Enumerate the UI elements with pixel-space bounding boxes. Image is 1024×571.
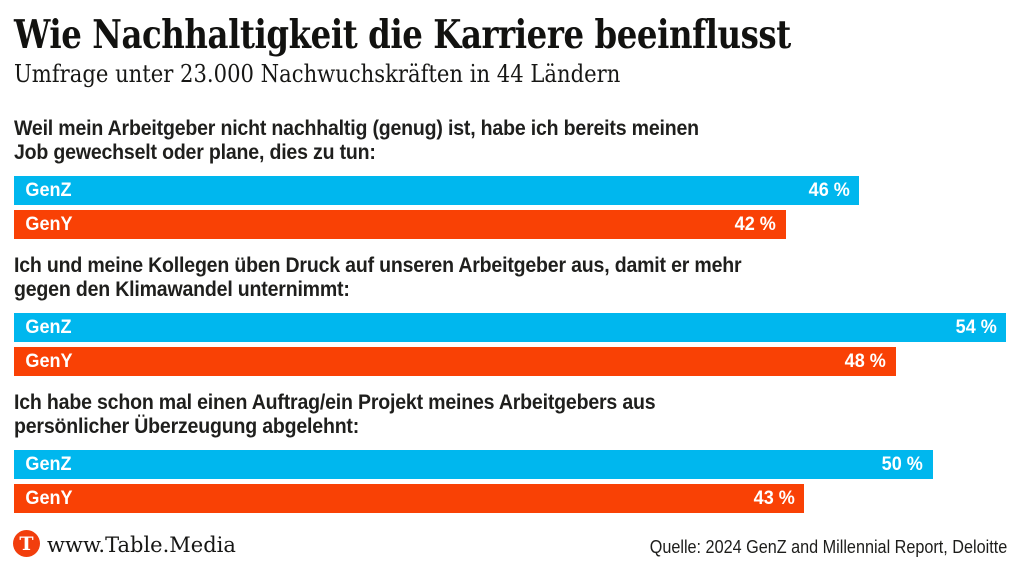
page-subtitle: Umfrage unter 23.000 Nachwuchskräften in…: [14, 60, 621, 88]
chart-groups: Weil mein Arbeitgeber nicht nachhaltig (…: [14, 117, 1006, 528]
website-label: www.Table.Media: [47, 533, 236, 557]
value-label: 46 %: [808, 179, 850, 201]
logo-letter: T: [19, 532, 34, 555]
bar-geny: GenY 43 %: [14, 484, 804, 513]
bar-genz: GenZ 50 %: [14, 450, 933, 479]
question-text: Ich habe schon mal einen Auftrag/ein Pro…: [14, 391, 656, 438]
series-label: GenY: [25, 213, 73, 235]
value-label: 50 %: [881, 453, 924, 475]
bar-geny: GenY 48 %: [14, 347, 896, 376]
series-label: GenZ: [25, 179, 72, 201]
question-text: Weil mein Arbeitgeber nicht nachhaltig (…: [14, 117, 699, 164]
question-text: Ich und meine Kollegen üben Druck auf un…: [14, 254, 742, 301]
series-label: GenZ: [25, 453, 72, 475]
series-label: GenZ: [25, 316, 72, 338]
question-group: Ich und meine Kollegen üben Druck auf un…: [14, 254, 1006, 376]
value-label: 42 %: [734, 213, 777, 235]
bar-genz: GenZ 54 %: [14, 313, 1006, 342]
page-title: Wie Nachhaltigkeit die Karriere beeinflu…: [14, 12, 791, 58]
bar-geny: GenY 42 %: [14, 210, 786, 239]
question-group: Ich habe schon mal einen Auftrag/ein Pro…: [14, 391, 1006, 513]
series-label: GenY: [25, 487, 73, 509]
bar-genz: GenZ 46 %: [14, 176, 860, 205]
value-label: 54 %: [955, 316, 997, 338]
value-label: 43 %: [753, 487, 795, 509]
question-group: Weil mein Arbeitgeber nicht nachhaltig (…: [14, 117, 1006, 239]
source-attribution: Quelle: 2024 GenZ and Millennial Report,…: [649, 537, 1007, 557]
table-media-logo-icon: T: [13, 530, 40, 557]
series-label: GenY: [25, 350, 73, 372]
value-label: 48 %: [845, 350, 887, 372]
